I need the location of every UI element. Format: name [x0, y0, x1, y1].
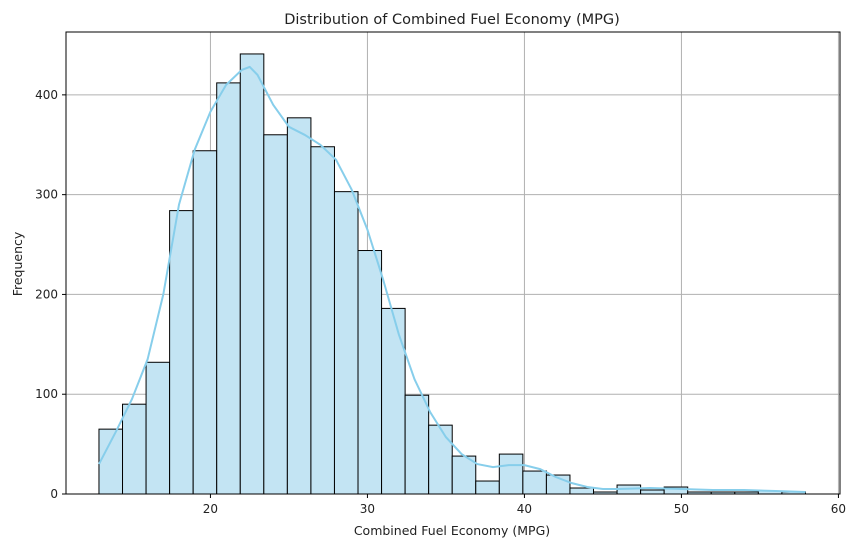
y-tick-label: 200 — [35, 287, 58, 301]
x-axis-ticks: 20 30 40 50 60 — [203, 494, 846, 516]
kde-line — [98, 65, 806, 493]
histogram-bar — [428, 424, 453, 495]
x-tick-label: 60 — [831, 502, 846, 516]
histogram-bar — [286, 117, 312, 495]
histogram-bar — [381, 307, 406, 495]
histogram-bar — [239, 53, 265, 495]
y-axis-label: Frequency — [10, 231, 25, 296]
y-tick-label: 300 — [35, 188, 58, 202]
chart-title: Distribution of Combined Fuel Economy (M… — [284, 12, 620, 28]
x-tick-label: 20 — [203, 502, 218, 516]
histogram-bar — [216, 82, 241, 495]
x-axis-label: Combined Fuel Economy (MPG) — [354, 523, 550, 538]
x-tick-label: 50 — [674, 502, 689, 516]
histogram-bar — [169, 210, 194, 495]
histogram-bar — [310, 146, 335, 495]
histogram-bar — [98, 428, 124, 495]
histogram-bar — [263, 134, 288, 495]
kde-curve — [98, 65, 806, 493]
histogram-bar — [640, 489, 665, 495]
y-axis-ticks: 0 100 200 300 400 — [35, 88, 66, 501]
histogram-bar — [475, 480, 500, 495]
histogram-bar — [192, 150, 218, 495]
histogram-bar — [357, 250, 383, 495]
histogram-bar — [333, 191, 359, 495]
y-tick-label: 400 — [35, 88, 58, 102]
y-tick-label: 100 — [35, 387, 58, 401]
x-tick-label: 30 — [360, 502, 375, 516]
histogram-bar — [122, 403, 147, 495]
x-tick-label: 40 — [517, 502, 532, 516]
histogram-bar — [404, 394, 430, 495]
histogram-bar — [569, 487, 595, 495]
histogram-bar — [522, 470, 547, 495]
histogram-bar — [498, 453, 524, 495]
histogram-bar — [145, 361, 171, 495]
axes-frame — [65, 31, 841, 495]
y-tick-label: 0 — [50, 487, 58, 501]
histogram-bars — [98, 53, 806, 495]
